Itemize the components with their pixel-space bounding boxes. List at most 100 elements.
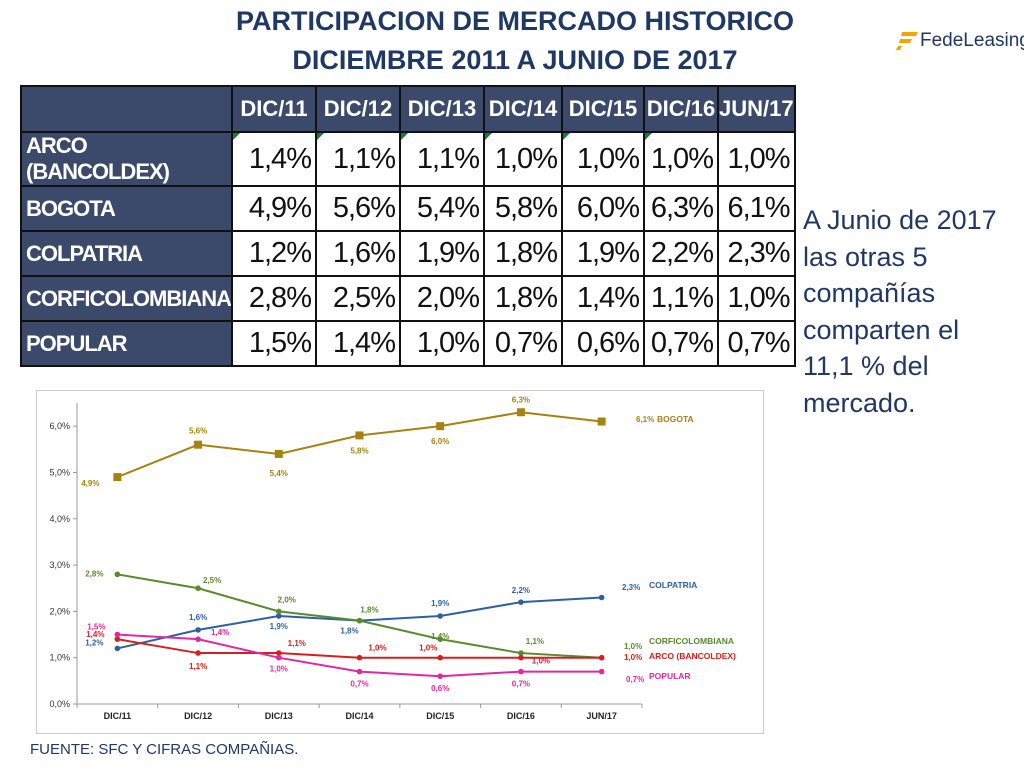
data-point [195,650,201,656]
data-label: 1,4% [86,630,104,639]
data-label: 1,0% [419,644,437,653]
row-label: POPULAR [20,320,233,367]
table-cell: 0,6% [560,320,645,367]
table-row: BOGOTA 4,9% 5,6% 5,4% 5,8% 6,0% 6,3% 6,1… [20,185,796,232]
table-cell: 1,0% [482,131,563,187]
data-point [275,608,282,615]
data-label: 1,0% [532,657,550,666]
row-label: CORFICOLOMBIANA [20,275,233,322]
data-point [114,571,121,578]
table-cell: 1,2% [230,230,317,277]
y-tick-label: 1,0% [49,653,70,663]
data-point [356,617,363,624]
data-point [437,673,444,680]
table-row: COLPATRIA 1,2% 1,6% 1,9% 1,8% 1,9% 2,2% … [20,230,796,277]
cell-marker-icon [401,134,408,140]
data-point [518,599,524,605]
data-label: 0,6% [431,684,449,693]
row-label: COLPATRIA [20,230,233,277]
column-header: DIC/11 [230,85,317,133]
table-cell: 1,1% [642,275,719,322]
x-tick-label: DIC/16 [507,711,535,721]
table-cell: 1,5% [230,320,317,367]
data-point [598,668,605,675]
data-point [275,613,282,619]
table-cell: 1,0% [398,320,485,367]
table-cell: 6,1% [716,185,796,232]
logo-mark-icon [896,32,918,50]
data-point [114,645,121,652]
table-header-row: DIC/11 DIC/12 DIC/13 DIC/14 DIC/15 DIC/1… [20,85,796,133]
column-header: JUN/17 [716,85,796,133]
table-cell: 1,0% [642,131,719,187]
table-cell: 2,2% [642,230,719,277]
table-cell: 1,8% [482,230,563,277]
data-point [274,449,283,458]
data-point [598,654,605,661]
table-cell: 1,0% [716,131,796,187]
data-label: 1,6% [189,613,207,622]
table-cell: 2,8% [230,275,317,322]
table-cell: 5,6% [314,185,401,232]
column-header: DIC/15 [560,85,645,133]
data-label: 5,4% [270,469,288,478]
table-row: ARCO (BANCOLDEX) 1,4% 1,1% 1,1% 1,0% 1,0… [20,131,796,187]
y-tick-label: 2,0% [49,606,70,616]
data-point [518,650,524,656]
data-point [355,431,364,440]
x-tick-label: DIC/15 [426,711,454,721]
x-tick-label: DIC/14 [345,711,373,721]
data-label: 1,2% [85,638,103,647]
table-cell: 2,0% [398,275,485,322]
x-tick-label: DIC/11 [104,711,132,721]
x-tick-label: DIC/13 [265,711,293,721]
data-point [518,668,524,675]
y-tick-label: 6,0% [49,421,70,431]
data-label: 1,9% [270,622,288,631]
table-row: POPULAR 1,5% 1,4% 1,0% 0,7% 0,6% 0,7% 0,… [20,320,796,367]
table-cell: 2,3% [716,230,796,277]
data-label: 0,7% [626,675,644,684]
logo-text: FedeLeasing [920,30,1024,51]
cell-marker-icon [563,134,570,140]
data-label: 2,3% [622,583,640,592]
data-point [437,654,444,661]
data-label: 0,7% [350,680,368,689]
data-label: 4,9% [81,479,99,488]
series-name-label: COLPATRIA [649,580,697,590]
table-cell: 6,3% [642,185,719,232]
table-cell: 4,9% [230,185,317,232]
table-row: CORFICOLOMBIANA 2,8% 2,5% 2,0% 1,8% 1,4%… [20,275,796,322]
series-name-label: ARCO (BANCOLDEX) [649,651,736,661]
data-label: 2,5% [203,576,221,585]
table-cell: 1,4% [560,275,645,322]
data-point [518,654,524,661]
data-label: 5,8% [350,446,368,455]
y-tick-label: 5,0% [49,467,70,477]
page-title: PARTICIPACION DE MERCADO HISTORICO [235,6,795,36]
table-cell: 0,7% [642,320,719,367]
data-label: 1,1% [288,639,306,648]
data-point [275,654,282,661]
table-cell: 1,6% [314,230,401,277]
data-point [114,631,121,638]
series-line [116,411,602,479]
data-label: 2,2% [512,586,530,595]
page-subtitle: DICIEMBRE 2011 A JUNIO DE 2017 [292,45,738,75]
data-point [356,668,363,675]
row-label: ARCO (BANCOLDEX) [20,131,233,187]
data-label: 1,1% [189,662,207,671]
column-header: DIC/16 [642,85,719,133]
y-tick-label: 0,0% [49,699,70,709]
source-note: FUENTE: SFC Y CIFRAS COMPAÑIAS. [30,741,299,758]
data-label: 1,9% [431,599,449,608]
data-label: 1,0% [368,644,386,653]
data-label: 2,0% [278,595,296,604]
chart-svg: 0,0% 1,0% 2,0% 3,0% 4,0% 5,0% 6,0% DIC/11 DIC/12… [49,395,736,721]
table-cell: 5,4% [398,185,485,232]
data-point [597,417,606,426]
table-corner [20,85,233,133]
data-label: 6,1% [636,415,654,424]
cell-marker-icon [485,134,492,140]
line-chart: 0,0% 1,0% 2,0% 3,0% 4,0% 5,0% 6,0% DIC/11 DIC/12… [36,390,764,734]
